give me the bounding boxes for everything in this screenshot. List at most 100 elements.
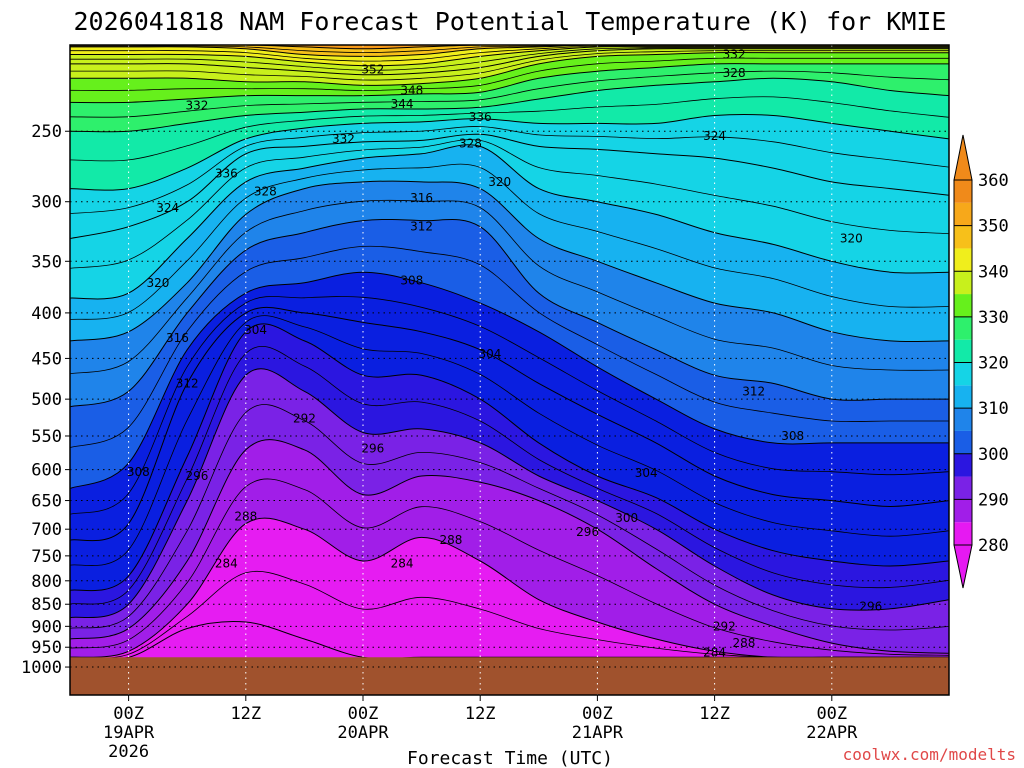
- colorbar-segment: [954, 180, 972, 203]
- isentrope-348: [70, 46, 949, 67]
- contour-label: 320: [840, 232, 863, 246]
- x-tick-label: 19APR: [103, 723, 155, 743]
- contour-label: 284: [703, 645, 726, 659]
- contour-label: 312: [176, 376, 199, 390]
- credit-text: coolwx.com/modelts: [843, 745, 1016, 764]
- contour-label: 324: [156, 201, 179, 215]
- colorbar-label: 340: [978, 262, 1009, 282]
- contour-label: 328: [459, 136, 482, 150]
- x-tick-label: 22APR: [806, 723, 858, 743]
- isentrope-328: [70, 113, 949, 191]
- pressure-axis: 2503003504004505005506006507007508008509…: [21, 122, 70, 678]
- contour-label: 304: [635, 466, 658, 480]
- isentrope-290: [70, 478, 949, 656]
- colorbar-segment: [954, 271, 972, 295]
- colorbar-segment: [954, 248, 972, 272]
- contour-label: 324: [703, 129, 726, 143]
- contour-label: 288: [732, 636, 755, 650]
- colorbar-segment: [954, 225, 972, 249]
- isentrope-294: [70, 404, 949, 631]
- colorbar-label: 280: [978, 536, 1009, 556]
- contour-label: 296: [859, 600, 882, 614]
- isentrope-354: [70, 45, 949, 54]
- contour-label: 348: [400, 84, 423, 98]
- isentrope-326: [70, 126, 949, 214]
- colorbar-top-arrow: [953, 134, 973, 181]
- colorbar-label: 320: [978, 354, 1009, 374]
- fill-above-352: [70, 45, 949, 57]
- isentrope-330: [70, 96, 949, 162]
- y-tick-label: 700: [31, 520, 62, 540]
- isentrope-300: [70, 323, 949, 592]
- isentrope-318: [70, 163, 949, 320]
- x-tick-label: 2026: [108, 742, 149, 762]
- isentrope-302: [70, 315, 949, 567]
- isentrope-336: [70, 63, 949, 104]
- ground-below-surface: [70, 657, 949, 695]
- x-tick-label: 20APR: [337, 723, 389, 743]
- isentrope-342: [70, 50, 949, 81]
- isentrope-316: [70, 180, 949, 343]
- contour-label: 336: [469, 110, 492, 124]
- isentrope-292: [70, 439, 949, 654]
- contour-label: 320: [488, 175, 511, 189]
- y-tick-label: 550: [31, 427, 62, 447]
- y-tick-label: 350: [31, 252, 62, 272]
- contour-label: 320: [146, 276, 169, 290]
- isentrope-312: [70, 218, 949, 408]
- contour-label: 332: [723, 48, 746, 62]
- colorbar-segment: [954, 453, 972, 477]
- colorbar-segment: [954, 499, 972, 523]
- x-tick-label: 00Z: [816, 704, 847, 724]
- isentrope-320: [70, 144, 949, 300]
- grid-layer: [70, 45, 949, 695]
- colorbar-segment: [954, 408, 972, 431]
- isentrope-298: [70, 346, 949, 605]
- isentrope-346: [70, 47, 949, 71]
- colorbar-bottom-arrow: [953, 544, 973, 589]
- contour-label: 308: [781, 429, 804, 443]
- isentrope-324: [70, 133, 949, 239]
- chart-title: 2026041818 NAM Forecast Potential Temper…: [74, 7, 947, 36]
- colorbar-segment: [954, 430, 972, 454]
- isentrope-340: [70, 52, 949, 86]
- contour-label: 332: [186, 99, 209, 113]
- contour-label: 288: [234, 509, 257, 523]
- colorbar-segment: [954, 362, 972, 386]
- isentrope-contour-layer: [70, 45, 949, 660]
- contour-label: 292: [713, 619, 736, 633]
- y-tick-label: 900: [31, 617, 62, 637]
- y-tick-label: 600: [31, 461, 62, 481]
- colorbar-segment: [954, 316, 972, 340]
- x-tick-label: 21APR: [572, 723, 624, 743]
- contour-label: 312: [410, 220, 433, 234]
- contour-label: 336: [215, 167, 238, 181]
- contour-label: 308: [127, 465, 150, 479]
- y-tick-label: 850: [31, 595, 62, 615]
- y-tick-label: 500: [31, 390, 62, 410]
- contour-label: 296: [186, 469, 209, 483]
- isentrope-314: [70, 199, 949, 375]
- contour-label: 296: [576, 525, 599, 539]
- x-tick-label: 00Z: [582, 704, 613, 724]
- contour-label: 284: [215, 557, 238, 571]
- y-tick-label: 300: [31, 193, 62, 213]
- colorbar-label: 310: [978, 399, 1009, 419]
- contour-label: 304: [479, 347, 502, 361]
- isentrope-fill-layer: [70, 45, 949, 695]
- y-tick-label: 450: [31, 349, 62, 369]
- contour-label: 344: [391, 97, 414, 111]
- contour-label: 316: [166, 331, 189, 345]
- y-tick-label: 800: [31, 572, 62, 592]
- contour-label: 296: [361, 441, 384, 455]
- colorbar-segment: [954, 339, 972, 363]
- contour-label: 288: [439, 533, 462, 547]
- contour-label: 316: [410, 191, 433, 205]
- contour-label: 308: [400, 274, 423, 288]
- contour-label: 312: [742, 384, 765, 398]
- isentrope-322: [70, 139, 949, 269]
- contour-label: 292: [293, 412, 316, 426]
- contour-label: 304: [244, 323, 267, 337]
